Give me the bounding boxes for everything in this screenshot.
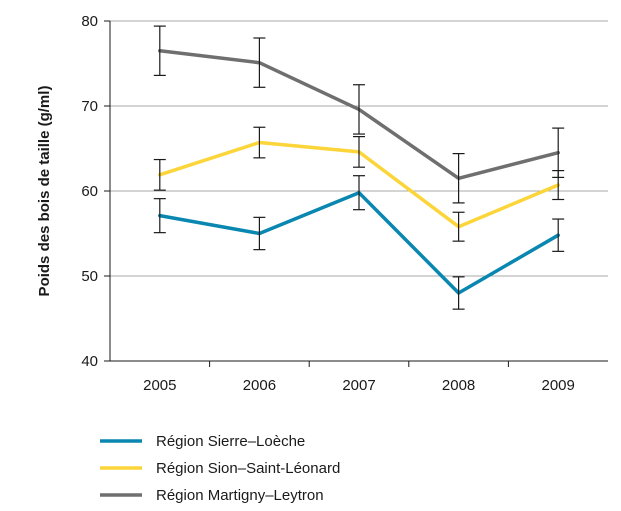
legend: Région Sierre–Loèche Région Sion–Saint-Lé…: [100, 433, 340, 504]
error-bar-s1-p0: [153, 158, 166, 191]
y-tick-label: 80: [81, 13, 98, 30]
error-bar-s2-p4: [552, 127, 565, 178]
y-axis-title: Poids des bois de taille (g/ml): [36, 86, 53, 297]
y-tick-label: 50: [81, 268, 98, 285]
y-tick-label: 60: [81, 183, 98, 200]
error-bar-s2-p3: [452, 153, 465, 204]
error-bar-s0-p3: [452, 276, 465, 310]
error-bar-s1-p1: [253, 126, 266, 159]
legend-label-0: Région Sierre–Loèche: [156, 433, 305, 450]
error-bar-s1-p3: [452, 211, 465, 242]
axes: 40 50 60 70 80 2005 2006 2007 2008 2009: [81, 13, 608, 394]
error-bar-s0-p0: [153, 198, 166, 234]
error-bar-s2-p0: [153, 25, 166, 77]
x-tick-label-2008: 2008: [442, 377, 475, 394]
error-bar-s0-p4: [552, 218, 565, 252]
x-tick-label-2009: 2009: [542, 377, 575, 394]
error-bar-s2-p1: [253, 37, 266, 88]
error-bar-s2-p2: [353, 84, 365, 135]
legend-label-1: Région Sion–Saint-Léonard: [156, 460, 340, 477]
y-tick-label: 40: [81, 353, 98, 370]
legend-label-2: Région Martigny–Leytron: [156, 487, 324, 504]
x-tick-label-2007: 2007: [342, 377, 375, 394]
error-bar-s0-p2: [353, 175, 365, 211]
x-tick-label-2005: 2005: [143, 377, 176, 394]
error-bar-s0-p1: [253, 216, 266, 251]
error-bars: [153, 25, 565, 310]
x-tick-label-2006: 2006: [243, 377, 276, 394]
error-bar-s1-p2: [353, 136, 365, 168]
y-tick-label: 70: [81, 98, 98, 115]
